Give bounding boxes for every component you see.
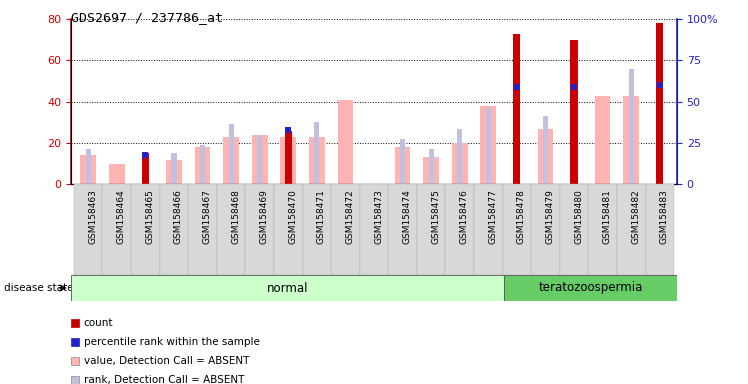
Bar — [485, 108, 491, 184]
Bar — [429, 149, 434, 184]
Text: disease state: disease state — [4, 283, 73, 293]
FancyBboxPatch shape — [360, 184, 388, 275]
Bar — [171, 153, 177, 184]
FancyBboxPatch shape — [617, 184, 646, 275]
FancyBboxPatch shape — [245, 184, 274, 275]
Text: GSM158466: GSM158466 — [174, 189, 183, 244]
Text: GSM158483: GSM158483 — [660, 189, 669, 244]
FancyBboxPatch shape — [102, 184, 131, 275]
Bar — [257, 135, 263, 184]
Bar — [223, 137, 239, 184]
Bar — [337, 100, 353, 184]
Bar — [109, 164, 125, 184]
FancyBboxPatch shape — [131, 184, 159, 275]
Text: GSM158468: GSM158468 — [231, 189, 240, 244]
FancyBboxPatch shape — [560, 184, 589, 275]
Bar — [80, 156, 96, 184]
Text: GSM158479: GSM158479 — [545, 189, 554, 244]
Bar — [513, 34, 521, 184]
Text: GSM158465: GSM158465 — [145, 189, 154, 244]
Text: percentile rank within the sample: percentile rank within the sample — [84, 337, 260, 347]
Text: GSM158476: GSM158476 — [460, 189, 469, 244]
Text: GSM158475: GSM158475 — [431, 189, 440, 244]
Text: GSM158471: GSM158471 — [317, 189, 326, 244]
Text: teratozoospermia: teratozoospermia — [539, 281, 643, 295]
FancyBboxPatch shape — [331, 184, 360, 275]
FancyBboxPatch shape — [274, 184, 302, 275]
Bar — [71, 275, 504, 301]
FancyBboxPatch shape — [74, 184, 102, 275]
Bar — [480, 106, 496, 184]
Bar — [395, 147, 411, 184]
FancyBboxPatch shape — [646, 184, 674, 275]
Text: GSM158474: GSM158474 — [402, 189, 411, 243]
FancyBboxPatch shape — [417, 184, 446, 275]
Bar — [543, 116, 548, 184]
Text: GSM158464: GSM158464 — [117, 189, 126, 243]
Bar — [628, 69, 634, 184]
Bar — [595, 96, 610, 184]
Text: GSM158470: GSM158470 — [288, 189, 297, 244]
Text: GSM158481: GSM158481 — [603, 189, 612, 244]
Bar — [194, 147, 210, 184]
FancyBboxPatch shape — [474, 184, 503, 275]
Bar — [166, 160, 182, 184]
Bar — [656, 23, 663, 184]
Bar — [314, 122, 319, 184]
Bar — [423, 157, 439, 184]
FancyBboxPatch shape — [446, 184, 474, 275]
Bar — [309, 137, 325, 184]
Bar — [280, 137, 296, 184]
Text: GDS2697 / 237786_at: GDS2697 / 237786_at — [71, 12, 223, 25]
Text: value, Detection Call = ABSENT: value, Detection Call = ABSENT — [84, 356, 249, 366]
Bar — [571, 40, 577, 184]
FancyBboxPatch shape — [217, 184, 245, 275]
FancyBboxPatch shape — [589, 184, 617, 275]
Text: GSM158473: GSM158473 — [374, 189, 383, 244]
Text: GSM158478: GSM158478 — [517, 189, 526, 244]
Bar — [504, 275, 677, 301]
Text: normal: normal — [267, 281, 308, 295]
Text: GSM158463: GSM158463 — [88, 189, 97, 244]
Text: GSM158467: GSM158467 — [203, 189, 212, 244]
Text: GSM158477: GSM158477 — [488, 189, 497, 244]
Text: GSM158480: GSM158480 — [574, 189, 583, 244]
Bar — [200, 145, 205, 184]
Bar — [457, 129, 462, 184]
FancyBboxPatch shape — [503, 184, 531, 275]
FancyBboxPatch shape — [388, 184, 417, 275]
FancyBboxPatch shape — [159, 184, 188, 275]
Bar — [252, 135, 268, 184]
Bar — [623, 96, 639, 184]
Bar — [142, 153, 149, 184]
Text: GSM158472: GSM158472 — [346, 189, 355, 243]
FancyBboxPatch shape — [302, 184, 331, 275]
Text: GSM158469: GSM158469 — [260, 189, 269, 244]
Bar — [452, 143, 468, 184]
FancyBboxPatch shape — [188, 184, 217, 275]
FancyBboxPatch shape — [531, 184, 560, 275]
Bar — [85, 149, 91, 184]
Bar — [538, 129, 554, 184]
Text: count: count — [84, 318, 113, 328]
Bar — [400, 139, 405, 184]
Text: rank, Detection Call = ABSENT: rank, Detection Call = ABSENT — [84, 375, 244, 384]
Text: GSM158482: GSM158482 — [631, 189, 640, 243]
Bar — [229, 124, 233, 184]
Bar — [285, 131, 292, 184]
